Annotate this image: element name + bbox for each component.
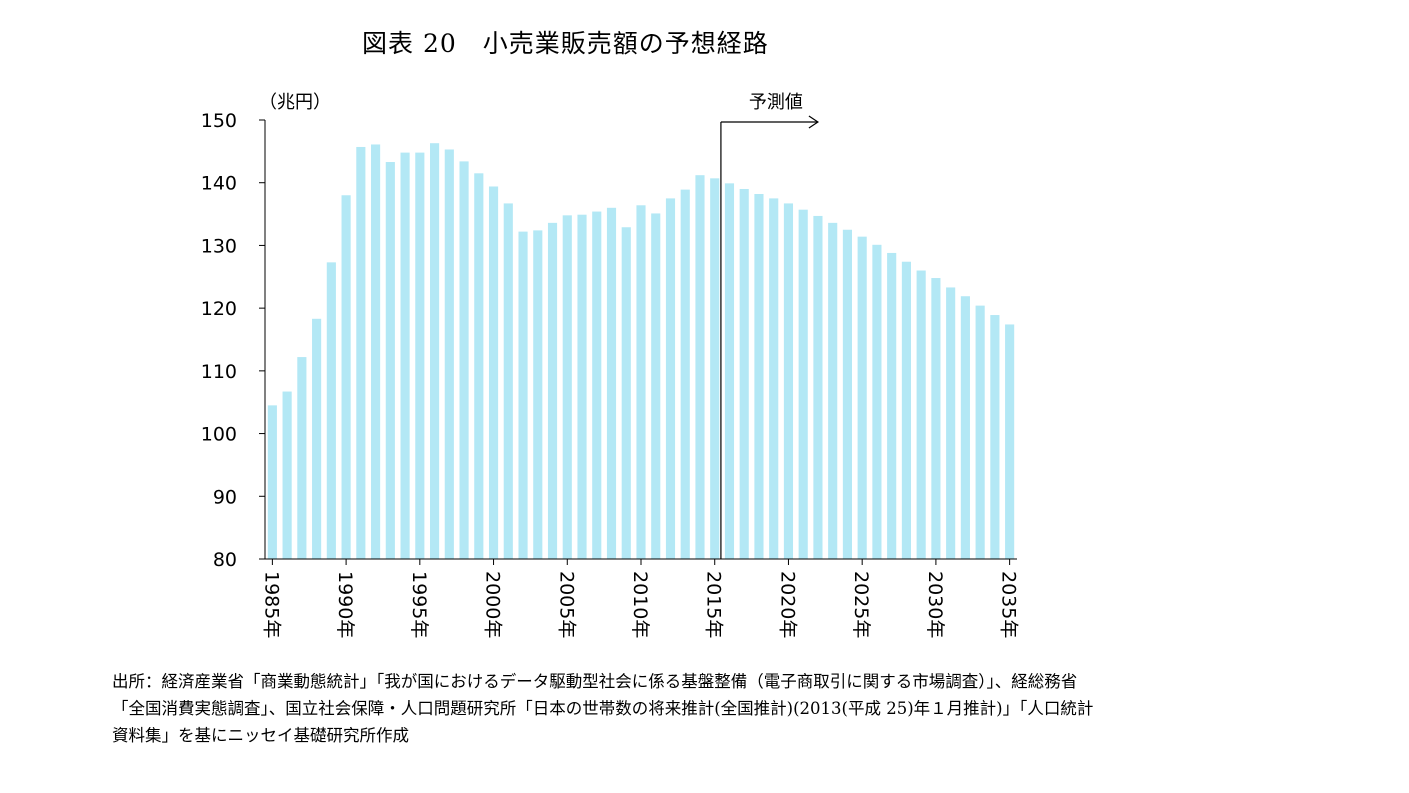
bar [931,278,941,559]
bar [783,203,794,559]
bar-series [267,143,1015,560]
y-tick-label: 130 [201,235,237,257]
bar [813,215,823,559]
x-tick-label: 2030年 [924,571,946,638]
bar [385,162,395,559]
bar [356,146,366,559]
x-tick-label: 1990年 [334,571,356,638]
page-title: 図表 20 小売業販売額の予想経路 [362,29,769,58]
x-tick-label: 2010年 [629,571,651,638]
bar [371,144,381,559]
forecast-arrowhead-icon [808,115,820,129]
x-tick-label: 2035年 [998,571,1020,638]
bar [326,262,336,559]
bar [739,188,749,560]
bar [710,178,720,559]
bar [297,357,307,559]
forecast-marker: 予測値 [720,92,820,559]
bar [901,261,911,559]
y-tick-label: 90 [213,486,237,508]
bar [459,161,469,559]
bar [606,207,617,560]
x-tick-label: 1995年 [408,571,430,638]
bar [400,152,410,560]
x-tick-label: 2015年 [703,571,725,638]
retail-sales-bar-chart: 80 90 100 110 120 130 140 150 1985年 1990年 1995年 20… [201,92,1020,638]
bar [621,227,631,560]
y-tick-label: 110 [201,361,237,383]
bar [592,211,602,559]
source-note: 出所：経済産業省「商業動態統計」「我が国におけるデータ駆動型社会に係る基盤整備（… [112,668,1342,749]
bar [887,252,897,559]
source-line: 出所：経済産業省「商業動態統計」「我が国におけるデータ駆動型社会に係る基盤整備（… [112,672,1078,691]
bar [990,315,1000,559]
y-tick-label: 100 [201,424,237,446]
bar [857,236,867,559]
source-line: 資料集」を基にニッセイ基礎研究所作成 [112,726,409,745]
y-tick-label: 150 [201,110,237,132]
x-tick-label: 1985年 [260,571,282,638]
bar [503,203,513,559]
bar [444,149,454,560]
bar [724,183,735,559]
bar [946,287,956,559]
bar [267,405,277,559]
bar [430,143,440,559]
y-tick-label: 140 [201,173,237,195]
bar [562,215,572,559]
y-tick-label: 120 [201,298,237,320]
bar [695,175,705,559]
y-tick-label: 80 [213,549,237,571]
bar [533,230,543,559]
bar [518,231,528,559]
bar [415,152,425,560]
bar [636,205,646,560]
x-tick-label: 2020年 [776,571,798,638]
bar [960,296,970,559]
bar [798,209,808,559]
y-axis-label: （兆円） [259,92,331,113]
bar [872,244,882,560]
bar [577,214,587,559]
y-axis: 80 90 100 110 120 130 140 150 [201,110,266,571]
bar [975,305,985,559]
bar [828,222,838,559]
bar [312,318,322,559]
bar [488,186,499,560]
x-axis: 1985年 1990年 1995年 2000年 2005年 2010年 2015年 2020年… [260,558,1020,638]
x-tick-label: 2000年 [482,571,504,638]
source-line: 「全国消費実態調査」、国立社会保障・人口問題研究所「日本の世帯数の将来推計(全国… [112,699,1094,718]
bar [341,195,351,559]
bar [916,270,926,559]
bar [282,391,292,559]
bar [547,222,558,559]
bar [1005,324,1015,559]
x-tick-label: 2005年 [555,571,577,638]
bar [680,189,690,560]
bar [754,194,764,559]
x-tick-label: 2025年 [850,571,872,638]
bar [769,198,779,559]
bar [842,229,852,559]
forecast-label: 予測値 [749,92,803,113]
bar [665,198,676,559]
bar [474,173,484,559]
bar [651,213,661,559]
